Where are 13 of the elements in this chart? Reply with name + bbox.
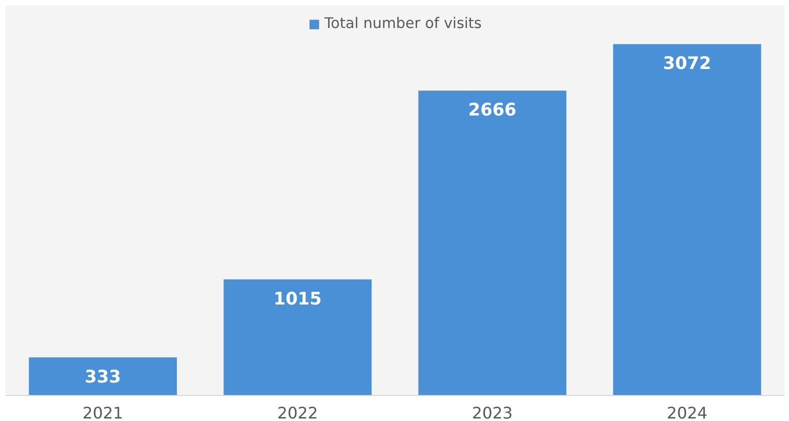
x-tick-label: 2023 — [472, 404, 513, 421]
bar — [28, 357, 177, 396]
legend-label: Total number of visits — [324, 15, 482, 32]
bar — [418, 90, 566, 396]
data-label: 333 — [84, 367, 121, 388]
bar — [224, 279, 372, 396]
data-label: 2666 — [468, 100, 516, 121]
x-tick-label: 2021 — [82, 404, 124, 421]
data-label: 1015 — [274, 289, 322, 310]
bar — [613, 44, 762, 396]
x-tick-label: 2022 — [277, 404, 318, 421]
data-label: 3072 — [663, 54, 712, 74]
x-tick-label: 2024 — [666, 404, 708, 421]
